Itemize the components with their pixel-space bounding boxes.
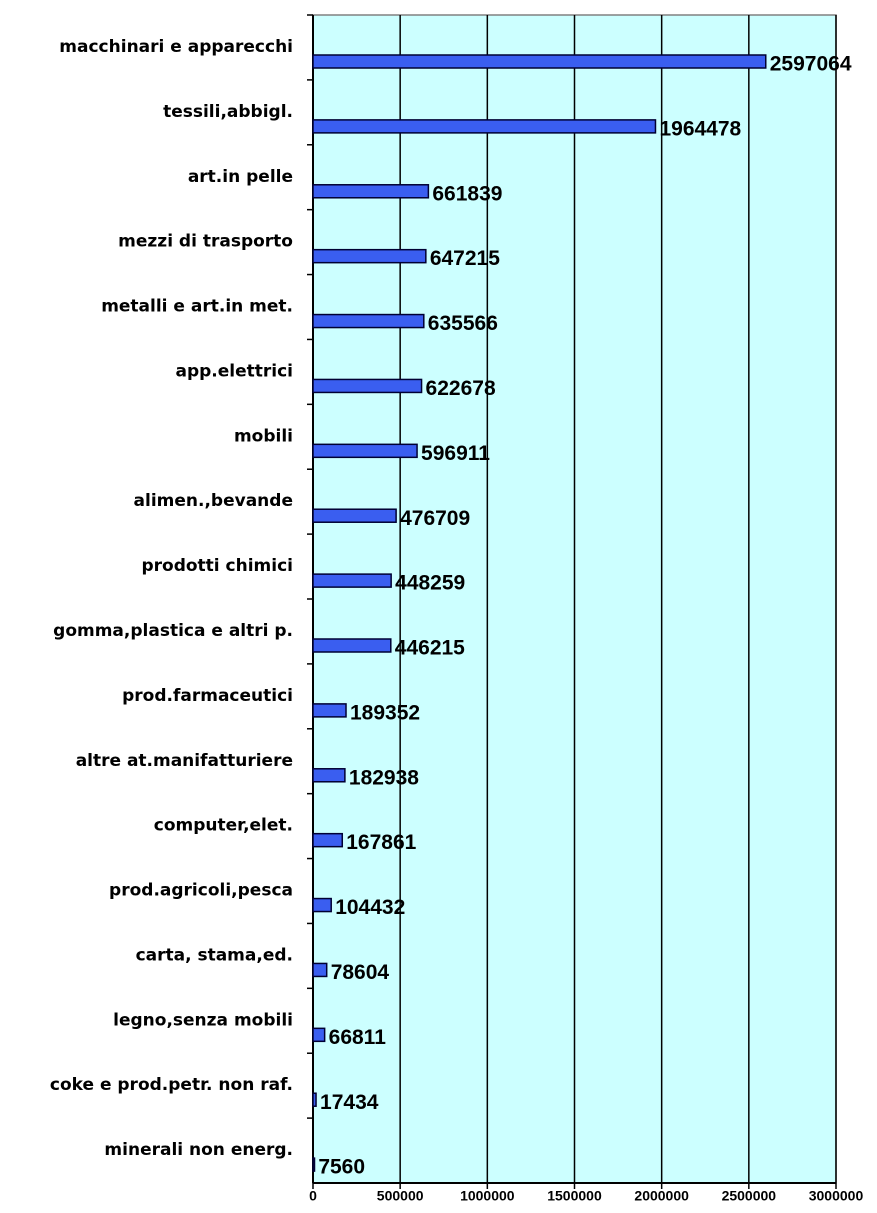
y-tick-label: alimen.,bevande	[134, 491, 293, 511]
data-label: 448259	[395, 572, 465, 595]
bar	[312, 573, 392, 588]
y-tick-label: prodotti chimici	[141, 556, 293, 576]
y-tick-label: app.elettrici	[175, 361, 293, 381]
y-tick-label: mezzi di trasporto	[118, 232, 293, 252]
bar	[312, 1157, 316, 1172]
data-label: 167861	[346, 831, 416, 854]
bar	[312, 184, 430, 199]
data-label: 189352	[350, 701, 420, 724]
bar	[312, 1027, 326, 1043]
y-tick-label: macchinari e apparecchi	[59, 37, 293, 57]
data-label: 7560	[318, 1156, 365, 1179]
bar	[312, 1092, 317, 1107]
y-tick-label: prod.agricoli,pesca	[109, 881, 293, 901]
y-tick-label: mobili	[234, 426, 293, 446]
bar	[312, 897, 332, 913]
y-tick-label: art.in pelle	[188, 167, 293, 187]
bar	[312, 119, 657, 134]
y-tick-label: minerali non energ.	[104, 1140, 293, 1160]
y-tick-label: coke e prod.petr. non raf.	[50, 1075, 293, 1095]
bar	[312, 962, 328, 978]
bar	[312, 443, 418, 459]
data-label: 2597064	[770, 53, 852, 76]
y-tick-label: legno,senza mobili	[113, 1010, 293, 1030]
data-label: 78604	[331, 961, 390, 984]
data-label: 476709	[400, 507, 470, 530]
x-tick-label: 2000000	[634, 1188, 689, 1204]
bar	[312, 832, 344, 848]
x-tick-label: 0	[309, 1188, 317, 1204]
data-label: 596911	[421, 442, 490, 465]
data-label: 1964478	[659, 117, 741, 140]
x-tick-label: 2500000	[722, 1188, 777, 1204]
y-tick-label: computer,elet.	[154, 816, 293, 836]
data-label: 661839	[432, 182, 502, 205]
bar	[312, 703, 347, 718]
bar	[312, 508, 397, 523]
x-tick-label: 1000000	[460, 1188, 515, 1204]
data-label: 622678	[426, 377, 496, 400]
y-tick-label: gomma,plastica e altri p.	[53, 621, 293, 641]
y-tick-label: altre at.manifatturiere	[76, 751, 293, 771]
x-tick-label: 500000	[377, 1188, 424, 1204]
bar	[312, 313, 425, 329]
y-tick-label: carta, stama,ed.	[136, 945, 293, 965]
bar	[312, 378, 423, 394]
bar	[312, 248, 427, 264]
x-tick-label: 1500000	[547, 1188, 602, 1204]
data-label: 17434	[320, 1091, 379, 1114]
data-label: 104432	[335, 896, 405, 919]
data-label: 635566	[428, 312, 498, 335]
data-label: 647215	[430, 247, 500, 270]
bar	[312, 638, 392, 653]
y-tick-label: tessili,abbigl.	[163, 102, 293, 122]
x-tick-label: 3000000	[809, 1188, 864, 1204]
y-tick-label: prod.farmaceutici	[122, 686, 293, 706]
bar	[312, 54, 767, 69]
bar	[312, 768, 346, 783]
y-tick-label: metalli e art.in met.	[101, 297, 293, 317]
data-label: 66811	[329, 1026, 387, 1049]
data-label: 446215	[395, 637, 465, 660]
data-label: 182938	[349, 766, 419, 789]
